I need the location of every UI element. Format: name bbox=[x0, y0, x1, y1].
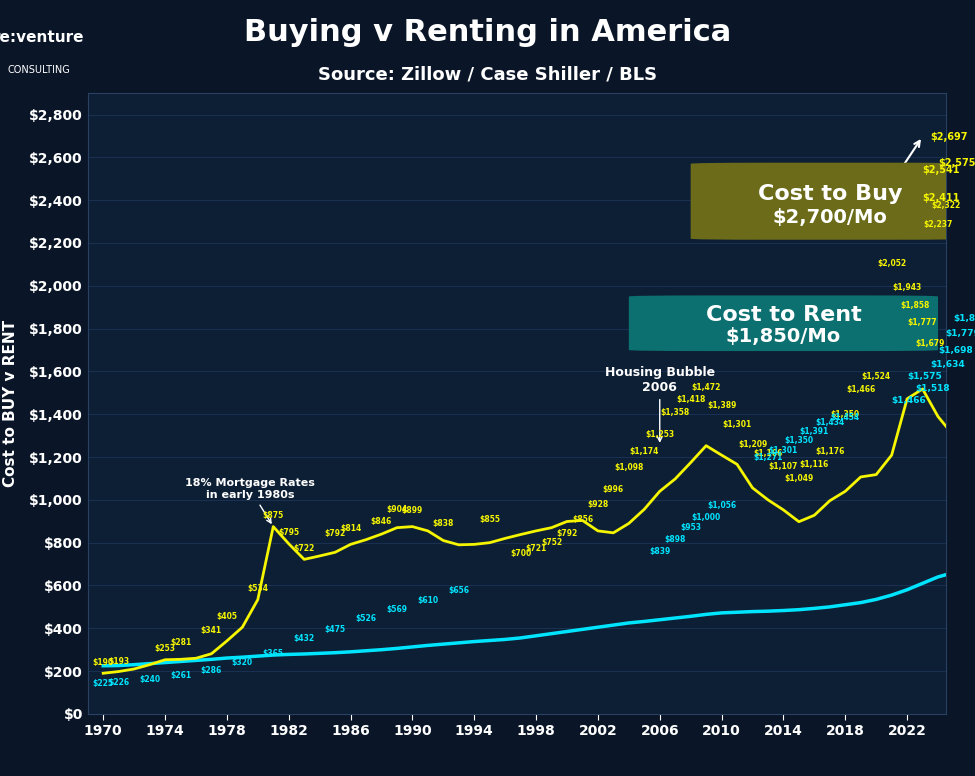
Y-axis label: Cost to BUY v RENT: Cost to BUY v RENT bbox=[3, 320, 18, 487]
Text: $856: $856 bbox=[572, 515, 593, 525]
Text: $1,209: $1,209 bbox=[738, 440, 767, 449]
Text: Housing Bubble
2006: Housing Bubble 2006 bbox=[604, 366, 715, 442]
Text: $795: $795 bbox=[278, 528, 299, 537]
Text: $792: $792 bbox=[325, 529, 346, 538]
Text: $1,049: $1,049 bbox=[784, 474, 813, 483]
Text: $838: $838 bbox=[433, 519, 454, 528]
Text: $2,541: $2,541 bbox=[922, 165, 960, 175]
Text: $722: $722 bbox=[293, 544, 315, 553]
Text: $1,253: $1,253 bbox=[645, 430, 675, 439]
Text: $2,697: $2,697 bbox=[930, 132, 968, 141]
Text: $1,524: $1,524 bbox=[862, 372, 891, 381]
Text: $2,052: $2,052 bbox=[878, 259, 906, 268]
Text: $320: $320 bbox=[232, 658, 253, 667]
Text: $569: $569 bbox=[386, 605, 408, 614]
Text: $700: $700 bbox=[510, 549, 531, 558]
Text: 18% Mortgage Rates
in early 1980s: 18% Mortgage Rates in early 1980s bbox=[185, 478, 315, 523]
Text: $1,389: $1,389 bbox=[707, 401, 736, 411]
Text: Source: Zillow / Case Shiller / BLS: Source: Zillow / Case Shiller / BLS bbox=[318, 65, 657, 84]
Text: $610: $610 bbox=[417, 596, 439, 605]
Text: $190: $190 bbox=[93, 658, 114, 667]
Text: $1,301: $1,301 bbox=[722, 420, 752, 429]
Text: $1,350: $1,350 bbox=[831, 410, 860, 418]
Text: $1,634: $1,634 bbox=[930, 359, 965, 369]
Text: $898: $898 bbox=[665, 535, 685, 543]
Text: $225: $225 bbox=[93, 678, 114, 688]
Text: $193: $193 bbox=[108, 657, 130, 666]
Text: $1,779: $1,779 bbox=[946, 328, 975, 338]
Text: $1,466: $1,466 bbox=[892, 396, 926, 404]
Text: $405: $405 bbox=[216, 611, 237, 621]
Text: $534: $534 bbox=[248, 584, 268, 593]
Text: $899: $899 bbox=[402, 506, 423, 515]
Text: $2,322: $2,322 bbox=[931, 202, 960, 210]
Text: $1,271: $1,271 bbox=[754, 452, 783, 462]
Text: $721: $721 bbox=[526, 544, 547, 553]
Text: $2,237: $2,237 bbox=[923, 220, 953, 229]
Text: $2,700/Mo: $2,700/Mo bbox=[772, 208, 887, 227]
Text: re:venture: re:venture bbox=[0, 29, 85, 45]
Text: $1,056: $1,056 bbox=[707, 501, 736, 510]
Text: Buying v Renting in America: Buying v Renting in America bbox=[244, 18, 731, 47]
Text: $1,166: $1,166 bbox=[754, 449, 783, 458]
Text: $1,000: $1,000 bbox=[691, 513, 721, 521]
Text: $1,679: $1,679 bbox=[916, 339, 945, 348]
Text: $928: $928 bbox=[587, 500, 608, 509]
Text: $1,777: $1,777 bbox=[908, 318, 937, 327]
Text: $1,107: $1,107 bbox=[768, 462, 799, 470]
Text: $1,575: $1,575 bbox=[907, 372, 942, 381]
FancyBboxPatch shape bbox=[690, 163, 969, 240]
Text: $226: $226 bbox=[108, 678, 130, 688]
Text: $526: $526 bbox=[356, 614, 376, 623]
Text: $1,858: $1,858 bbox=[900, 301, 929, 310]
Text: $1,391: $1,391 bbox=[800, 427, 829, 436]
Text: $365: $365 bbox=[263, 649, 284, 657]
Text: $904: $904 bbox=[386, 505, 408, 514]
Text: $281: $281 bbox=[170, 639, 191, 647]
Text: $1,174: $1,174 bbox=[630, 447, 659, 456]
Text: $240: $240 bbox=[139, 675, 160, 684]
Text: $839: $839 bbox=[649, 547, 671, 556]
Text: $1,434: $1,434 bbox=[815, 417, 844, 427]
Text: $2,575: $2,575 bbox=[938, 158, 975, 168]
Text: $475: $475 bbox=[325, 625, 346, 634]
Text: $1,301: $1,301 bbox=[769, 446, 799, 455]
Text: $1,350: $1,350 bbox=[784, 435, 813, 445]
Text: $2,411: $2,411 bbox=[922, 192, 960, 203]
Text: $261: $261 bbox=[170, 671, 191, 680]
Text: Cost to Rent: Cost to Rent bbox=[706, 305, 861, 324]
Text: $341: $341 bbox=[201, 625, 222, 635]
Text: $1,472: $1,472 bbox=[691, 383, 721, 393]
Text: $1,943: $1,943 bbox=[892, 282, 921, 292]
Text: $1,845: $1,845 bbox=[954, 314, 975, 324]
Text: $855: $855 bbox=[479, 515, 500, 525]
Text: $1,454: $1,454 bbox=[831, 414, 860, 422]
Text: $286: $286 bbox=[201, 666, 222, 674]
Text: $1,518: $1,518 bbox=[915, 384, 950, 393]
Text: $432: $432 bbox=[293, 634, 315, 643]
Text: $1,466: $1,466 bbox=[846, 385, 876, 393]
Text: $953: $953 bbox=[681, 523, 701, 532]
Text: $656: $656 bbox=[448, 587, 469, 595]
Text: $875: $875 bbox=[262, 511, 284, 520]
Text: $1,116: $1,116 bbox=[800, 459, 829, 469]
Text: $253: $253 bbox=[155, 644, 176, 653]
Text: $792: $792 bbox=[557, 529, 577, 538]
FancyBboxPatch shape bbox=[629, 296, 938, 351]
Text: CONSULTING: CONSULTING bbox=[8, 65, 70, 74]
Text: $846: $846 bbox=[370, 518, 392, 526]
Text: $1,176: $1,176 bbox=[815, 447, 844, 456]
Text: $1,418: $1,418 bbox=[676, 395, 705, 404]
Text: $1,850/Mo: $1,850/Mo bbox=[725, 327, 841, 345]
Text: $1,358: $1,358 bbox=[661, 408, 690, 417]
Text: $1,098: $1,098 bbox=[614, 463, 644, 473]
Text: Cost to Buy: Cost to Buy bbox=[758, 184, 902, 204]
Text: $814: $814 bbox=[340, 525, 361, 533]
Text: $996: $996 bbox=[603, 485, 624, 494]
Text: $752: $752 bbox=[541, 538, 563, 546]
Text: $1,698: $1,698 bbox=[938, 346, 973, 355]
